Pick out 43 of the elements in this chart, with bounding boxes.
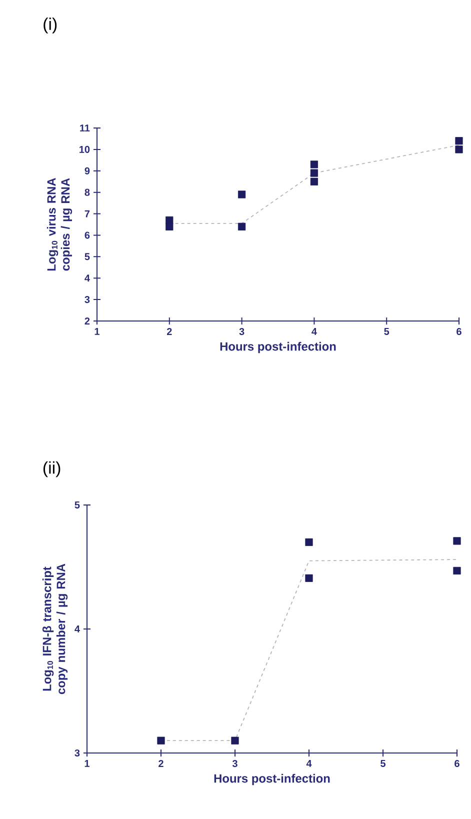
x-tick-label: 6 bbox=[454, 760, 460, 768]
point bbox=[231, 736, 239, 744]
y-tick-label: 3 bbox=[74, 749, 80, 757]
point bbox=[157, 736, 165, 744]
x-axis-title: Hours post-infection bbox=[220, 342, 336, 354]
y-tick-label: 5 bbox=[74, 502, 80, 508]
x-tick-label: 3 bbox=[232, 760, 238, 768]
y-tick-label: 10 bbox=[80, 146, 90, 153]
point bbox=[455, 146, 463, 154]
x-tick-label: 1 bbox=[84, 760, 90, 767]
x-tick-label: 5 bbox=[384, 328, 390, 335]
x-tick-label: 6 bbox=[456, 328, 462, 336]
y-tick-label: 6 bbox=[84, 232, 90, 239]
x-tick-label: 5 bbox=[380, 760, 386, 767]
y-tick-label: 5 bbox=[84, 253, 90, 260]
point bbox=[166, 222, 174, 230]
y-tick-label: 11 bbox=[80, 124, 90, 132]
y-tick-label: 7 bbox=[84, 210, 90, 218]
y-tick-label: 4 bbox=[74, 626, 80, 632]
y-tick-label: 8 bbox=[84, 188, 90, 196]
y-tick-label: 4 bbox=[84, 274, 90, 282]
point bbox=[453, 537, 461, 545]
point bbox=[310, 178, 318, 186]
x-tick-label: 1 bbox=[94, 328, 100, 335]
point bbox=[238, 222, 246, 230]
point bbox=[305, 574, 313, 582]
chart-title: (ii) bbox=[43, 461, 60, 478]
x-tick-label: 4 bbox=[306, 760, 312, 767]
x-tick-label: 2 bbox=[158, 760, 164, 767]
y-tick-label: 9 bbox=[84, 167, 90, 174]
point bbox=[455, 137, 463, 145]
y-tick-label: 2 bbox=[84, 318, 90, 324]
x-tick-label: 4 bbox=[312, 328, 317, 335]
x-axis-title: Hours post-infection bbox=[214, 774, 330, 786]
point bbox=[305, 538, 313, 546]
point bbox=[310, 160, 318, 168]
y-tick-label: 3 bbox=[84, 296, 90, 304]
point bbox=[453, 566, 461, 575]
x-tick-label: 3 bbox=[239, 328, 244, 336]
point bbox=[238, 190, 246, 198]
x-tick-label: 2 bbox=[166, 328, 172, 335]
chart-title: (i) bbox=[44, 18, 57, 34]
point bbox=[310, 169, 318, 177]
